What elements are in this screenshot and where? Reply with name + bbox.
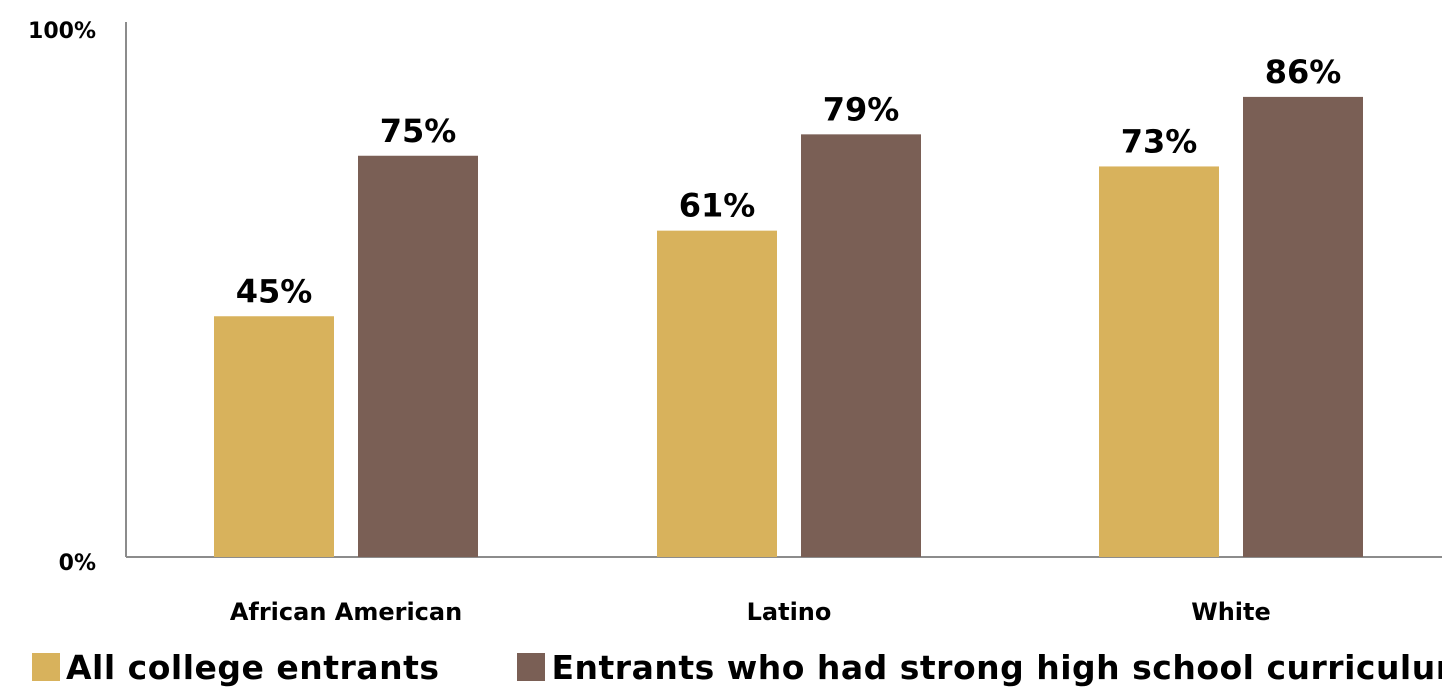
y-tick-label-bottom: 0% bbox=[59, 551, 96, 576]
category-label-latino: Latino bbox=[747, 598, 832, 626]
data-label-latino-series-1: 61% bbox=[679, 187, 756, 225]
bar-white-series-2 bbox=[1243, 96, 1363, 558]
legend-label-all-college-entrants: All college entrants bbox=[66, 647, 440, 687]
bar-white-series-1 bbox=[1099, 166, 1219, 557]
category-label-white: White bbox=[1191, 598, 1271, 626]
bar-african-american-series-2 bbox=[358, 155, 478, 557]
legend-label-strong-curriculum: Entrants who had strong high school curr… bbox=[551, 647, 1442, 687]
data-label-white-series-1: 73% bbox=[1121, 122, 1198, 160]
data-label-white-series-2: 86% bbox=[1265, 53, 1342, 91]
legend-item-all-college-entrants: All college entrants bbox=[32, 648, 439, 687]
y-tick-label-top: 100% bbox=[28, 19, 96, 44]
legend-swatch-all-college-entrants bbox=[32, 653, 60, 681]
bar-latino-series-1 bbox=[657, 230, 777, 557]
data-label-african-american-series-1: 45% bbox=[236, 272, 313, 310]
legend-swatch-strong-curriculum bbox=[517, 653, 546, 681]
bar-latino-series-2 bbox=[801, 134, 921, 557]
bar-african-american-series-1 bbox=[214, 316, 334, 557]
data-label-african-american-series-2: 75% bbox=[380, 112, 457, 150]
legend-item-strong-curriculum: Entrants who had strong high school curr… bbox=[517, 648, 1442, 687]
category-label-african-american: African American bbox=[230, 598, 462, 626]
data-label-latino-series-2: 79% bbox=[823, 90, 900, 128]
legend: All college entrants Entrants who had st… bbox=[32, 645, 1442, 689]
